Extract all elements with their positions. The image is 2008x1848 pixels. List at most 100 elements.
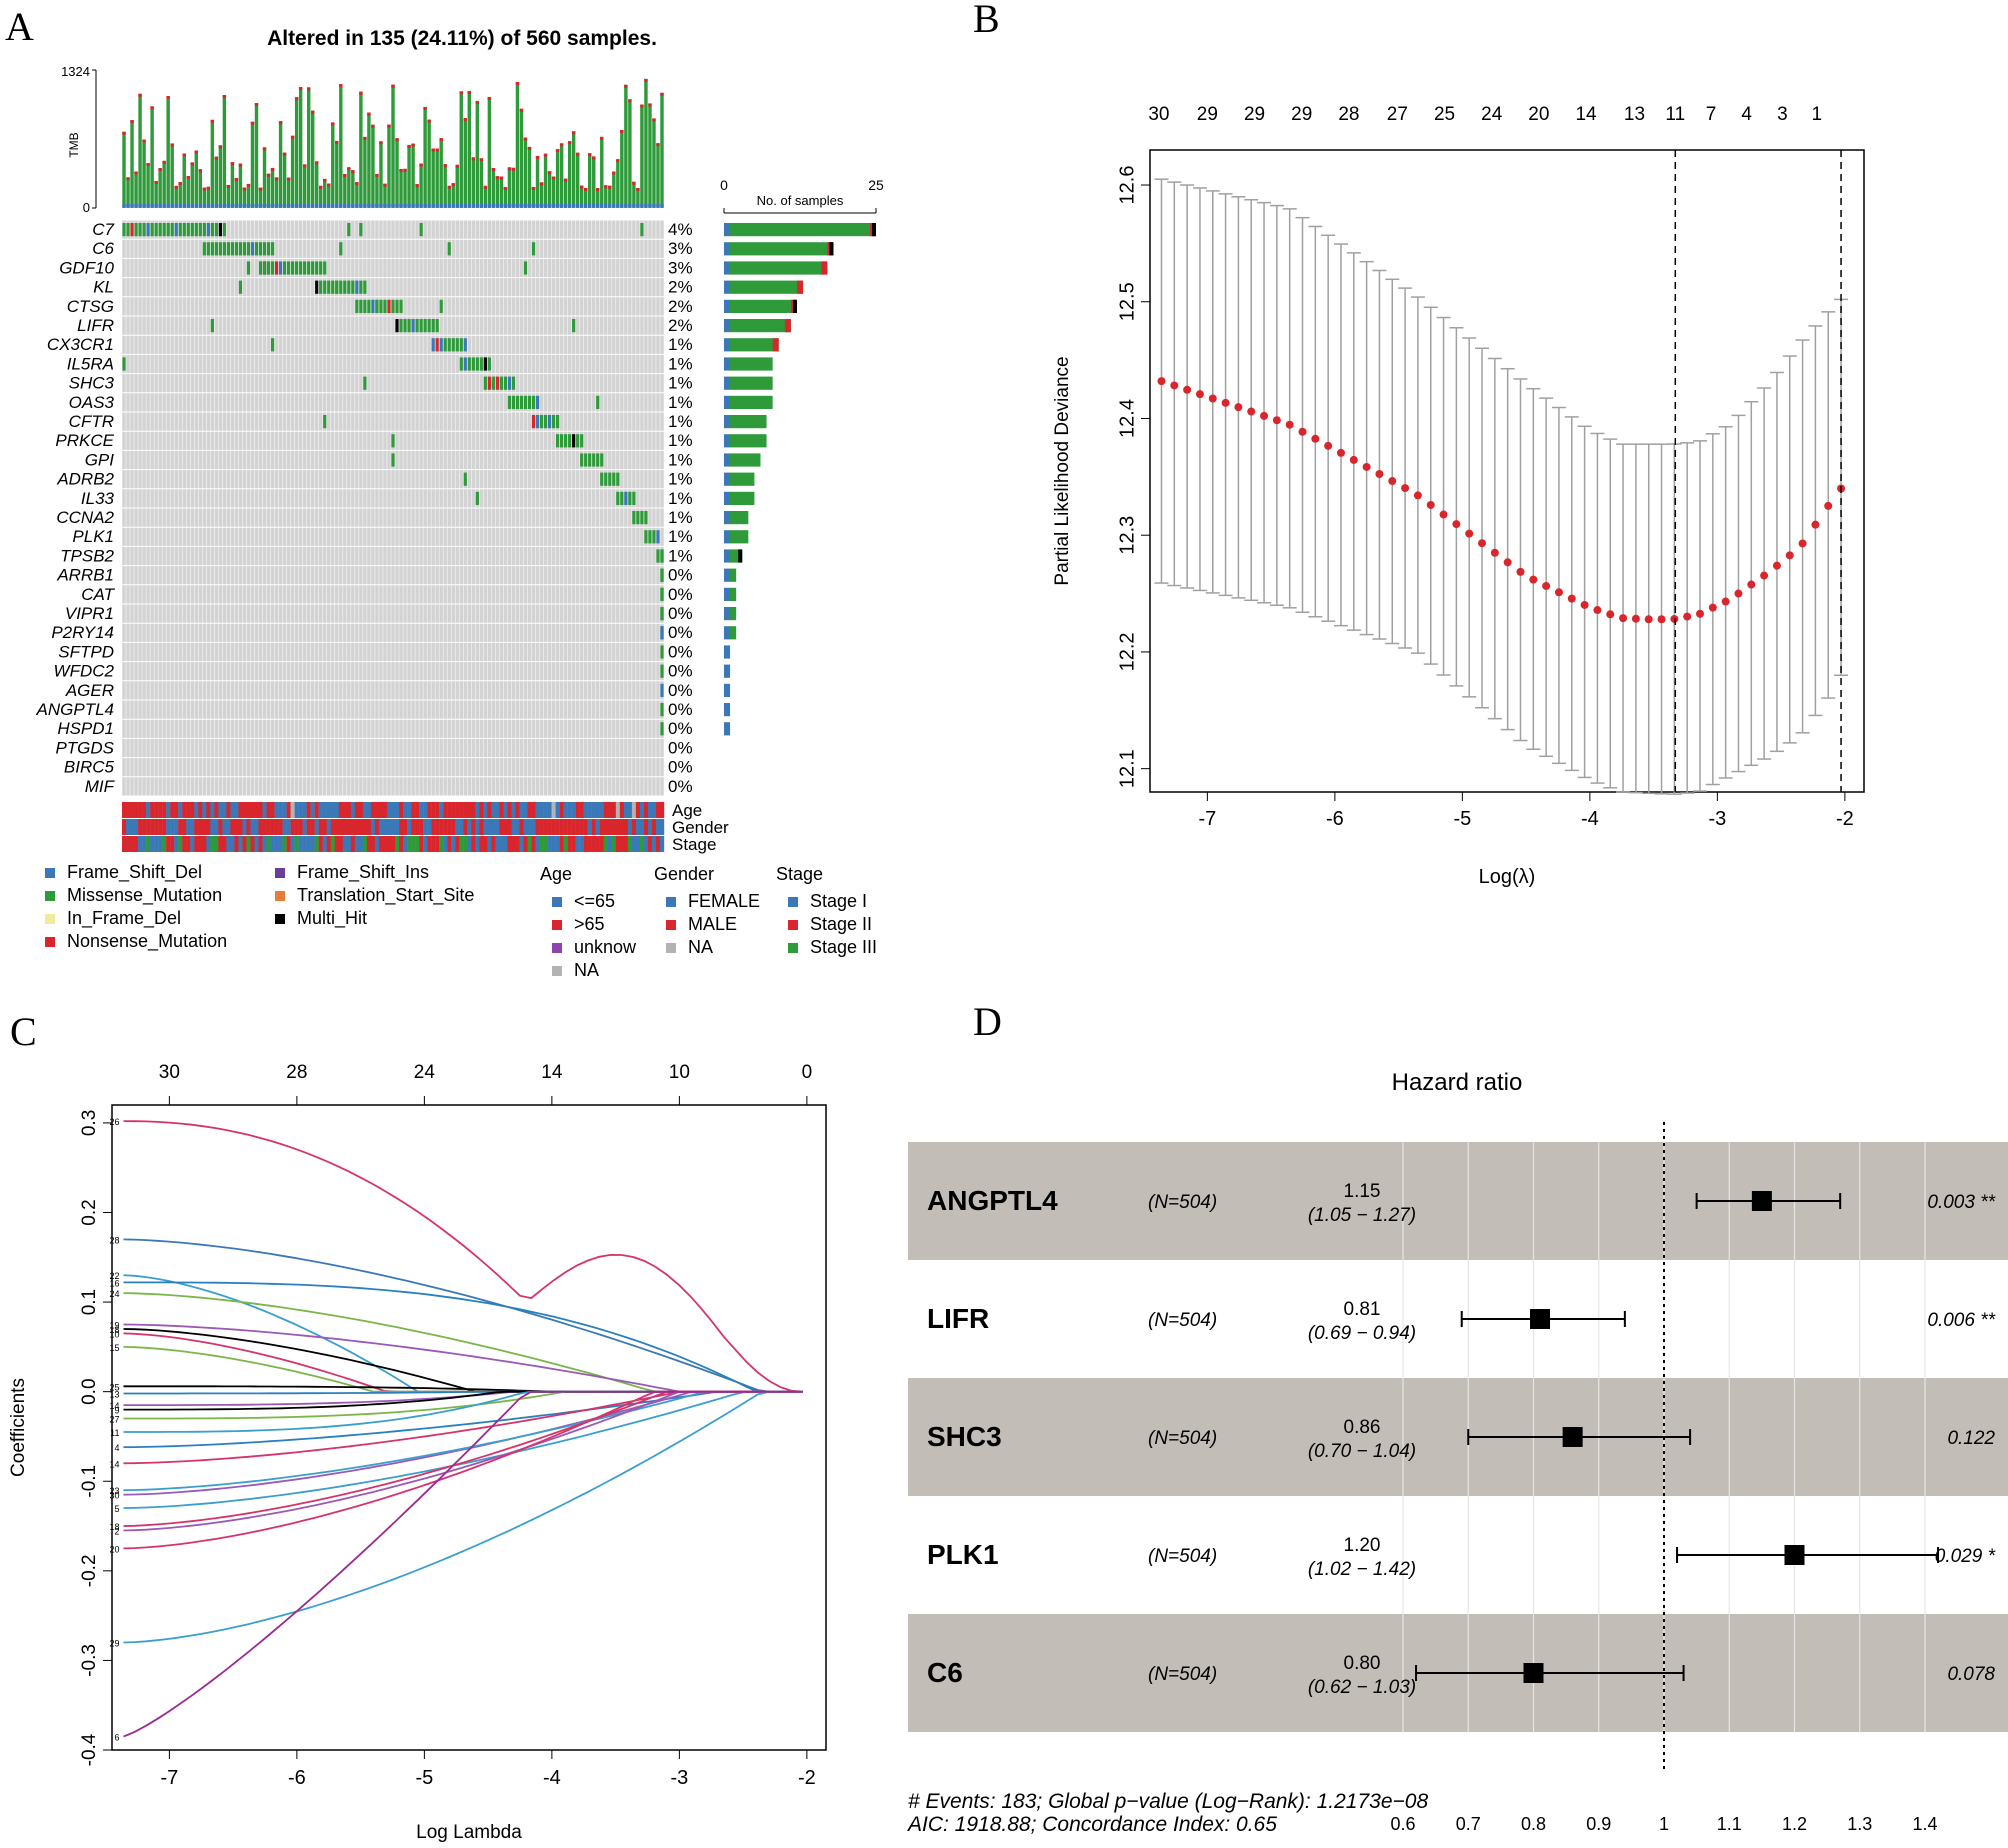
tmb-bar — [294, 97, 299, 208]
stage-cell — [186, 836, 191, 852]
tmb-bar — [407, 144, 411, 208]
tmb-bar-top — [439, 138, 443, 142]
mutation-cell — [636, 511, 640, 525]
percent-label: 0% — [668, 566, 693, 585]
mutation-cell — [483, 357, 487, 371]
tmb-bar — [379, 141, 383, 208]
sample-bar-segment — [724, 242, 730, 256]
tmb-bar-base — [134, 204, 138, 207]
stage-cell — [591, 836, 596, 852]
age-cell — [659, 802, 665, 818]
stage-cell — [190, 836, 195, 852]
tmb-bar — [198, 169, 202, 208]
tmb-bar-base — [632, 204, 636, 207]
series-label: 24 — [109, 1289, 119, 1299]
x-tick-label: -5 — [1453, 808, 1471, 830]
tmb-bar-top — [447, 185, 451, 189]
mutation-cell — [467, 357, 471, 371]
tmb-bar-top — [238, 163, 243, 167]
top-tick-label: 30 — [1148, 104, 1169, 125]
tmb-bar-base — [202, 204, 207, 207]
tmb-bar-top — [608, 185, 612, 189]
tmb-bar — [467, 90, 471, 208]
tmb-bar-top — [503, 187, 508, 191]
coefficient-path — [123, 1390, 803, 1492]
gender-cell — [643, 819, 649, 835]
gene-label: SHC3 — [69, 374, 115, 393]
tmb-bar-top — [632, 181, 636, 185]
gender-cell — [423, 819, 428, 835]
mutation-cell — [278, 261, 283, 275]
age-cell — [234, 802, 239, 818]
tmb-bar-top — [656, 143, 660, 147]
gene-label: GDF10 — [59, 258, 114, 277]
tmb-bar-base — [327, 204, 331, 207]
forest-gene-label: ANGPTL4 — [927, 1185, 1058, 1216]
gender-cell — [142, 819, 147, 835]
tmb-bar — [511, 167, 516, 208]
mutation-cell — [415, 319, 419, 333]
age-cell — [411, 802, 416, 818]
tmb-bar-base — [126, 204, 130, 207]
mutation-cell — [391, 299, 395, 313]
mutation-cell — [311, 261, 315, 275]
tmb-bar-top — [648, 103, 652, 107]
percent-label: 0% — [668, 585, 693, 604]
gender-cell — [162, 819, 167, 835]
age-cell — [222, 802, 227, 818]
tmb-bar-top — [531, 187, 536, 191]
gender-cell — [435, 819, 440, 835]
tmb-bar-base — [415, 204, 419, 207]
stage-cell — [619, 836, 625, 852]
mutation-cell — [443, 338, 447, 352]
cv-point — [1785, 551, 1794, 560]
age-cell — [162, 802, 167, 818]
tmb-bar-top — [339, 84, 343, 88]
gender-cell — [627, 819, 633, 835]
gender-cell — [503, 819, 508, 835]
mutation-cell — [580, 434, 584, 448]
gender-cell — [246, 819, 251, 835]
percent-label: 0% — [668, 681, 693, 700]
age-cell — [483, 802, 488, 818]
cv-point — [1708, 603, 1717, 612]
tmb-bar-top — [471, 157, 476, 161]
forest-hr-marker — [1523, 1663, 1544, 1683]
tmb-bar-base — [495, 204, 500, 207]
tmb-bar-top — [435, 148, 439, 152]
gender-cell — [603, 819, 608, 835]
mutation-cell — [335, 280, 339, 294]
cv-point — [1401, 484, 1410, 493]
tmb-bar-top — [274, 177, 279, 181]
tmb-bar — [331, 122, 335, 208]
percent-label: 0% — [668, 719, 693, 738]
tmb-bar — [411, 143, 415, 208]
mutation-cell — [612, 472, 616, 486]
tmb-bar-top — [511, 167, 516, 171]
age-cell — [198, 802, 203, 818]
cv-point — [1195, 390, 1204, 399]
gender-cell — [559, 819, 564, 835]
percent-label: 1% — [668, 354, 693, 373]
coefficient-path — [123, 1238, 803, 1393]
tmb-bar — [495, 176, 500, 208]
sample-bar-segment — [872, 223, 876, 237]
percent-labels: 4%3%3%2%2%2%1%1%1%1%1%1%1%1%1%1%1%1%0%0%… — [668, 220, 693, 796]
tmb-bar-base — [262, 204, 267, 207]
tmb-bar — [302, 164, 307, 208]
gender-cell — [170, 819, 175, 835]
tmb-bar-base — [616, 204, 620, 207]
tmb-bar — [290, 135, 295, 208]
gender-cell — [378, 819, 384, 835]
tmb-bar-top — [575, 152, 580, 156]
mutation-cell — [234, 242, 239, 256]
age-cell — [487, 802, 492, 818]
tmb-bar-base — [519, 204, 524, 207]
forest-gene-label: C6 — [927, 1657, 963, 1688]
tmb-bar — [319, 185, 323, 208]
tmb-bar-top — [166, 96, 170, 100]
legend-variant-label: Nonsense_Mutation — [67, 931, 227, 952]
gene-label: ARRB1 — [56, 566, 114, 585]
stage-cell — [503, 836, 508, 852]
gene-label: LIFR — [77, 316, 114, 335]
